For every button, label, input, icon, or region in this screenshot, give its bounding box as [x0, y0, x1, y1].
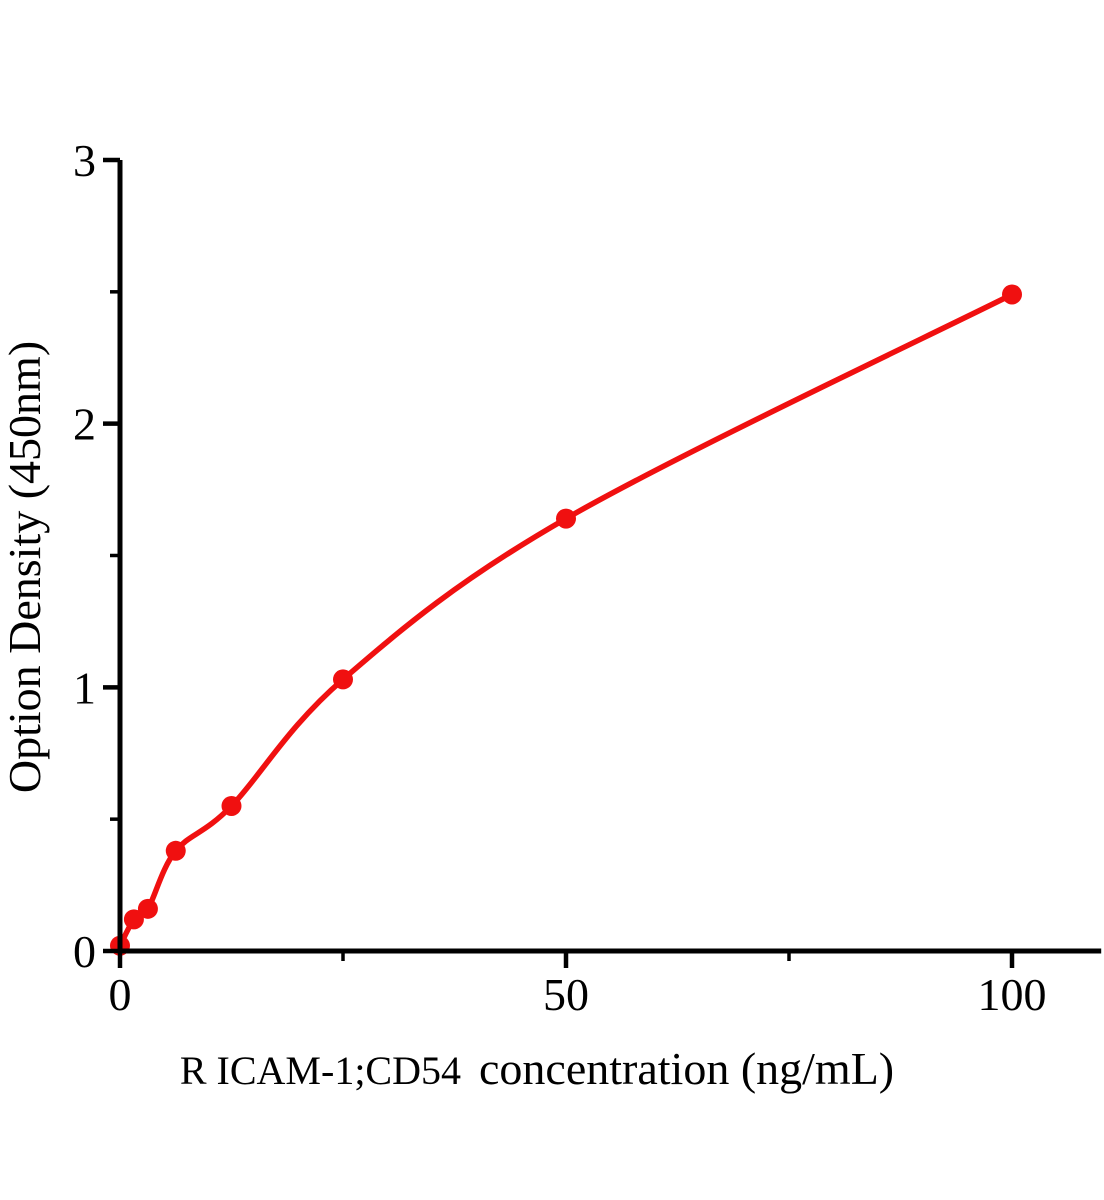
y-tick-label: 3 [73, 135, 96, 186]
x-tick-label: 0 [109, 969, 132, 1020]
y-tick-label: 2 [73, 399, 96, 450]
y-axis-ticks [103, 157, 120, 954]
data-point-marker [333, 669, 353, 690]
y-tick-label: 1 [73, 662, 96, 713]
x-tick-label: 50 [543, 969, 589, 1020]
data-point-marker [165, 840, 186, 861]
x-axis-label-analyte: R ICAM-1;CD54 [180, 1048, 461, 1093]
axes: 0 50 100 0 1 2 3 [73, 135, 1102, 1020]
series-group [110, 284, 1022, 956]
y-axis-tick-labels: 0 1 2 3 [73, 135, 96, 977]
data-point-marker [1002, 284, 1022, 305]
y-tick-label: 0 [73, 926, 96, 977]
standard-curve [117, 291, 1015, 949]
x-tick-label: 100 [978, 969, 1047, 1020]
x-axis-tick-labels: 0 50 100 [109, 969, 1047, 1020]
data-point-marker [221, 795, 242, 816]
data-points [110, 284, 1022, 956]
data-point-marker [123, 909, 144, 930]
y-axis-label: Option Density (450nm) [0, 341, 50, 793]
x-axis-ticks [117, 951, 1015, 968]
x-axis-label: R ICAM-1;CD54 concentration (ng/mL) [180, 1043, 894, 1094]
x-axis-label-unit: concentration (ng/mL) [479, 1043, 894, 1094]
data-point-marker [556, 508, 576, 529]
data-point-marker [137, 898, 158, 919]
